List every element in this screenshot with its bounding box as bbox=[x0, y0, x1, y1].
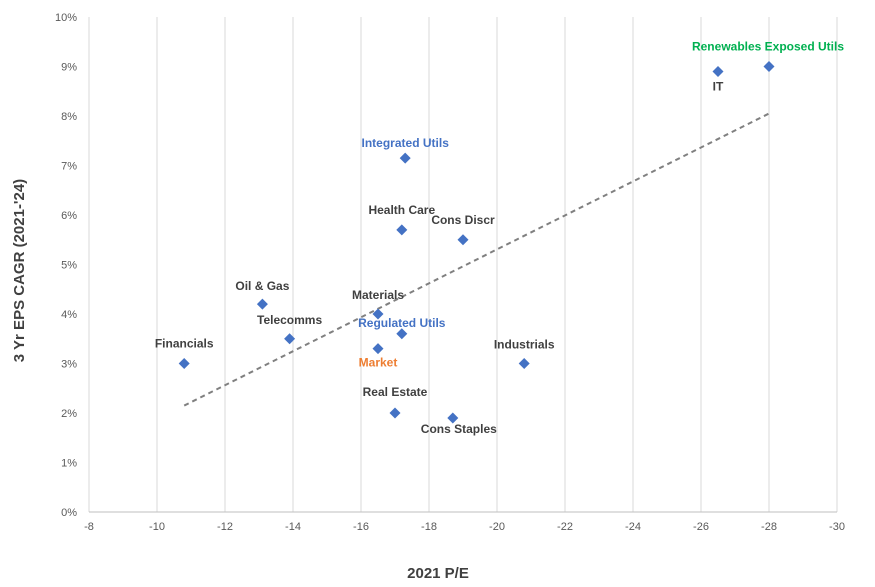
point-label: Cons Discr bbox=[431, 213, 495, 227]
x-tick-label: -12 bbox=[217, 521, 233, 533]
point-label: Financials bbox=[155, 337, 214, 351]
x-tick-label: -28 bbox=[761, 521, 777, 533]
point-marker bbox=[763, 61, 775, 72]
x-tick-label: -26 bbox=[693, 521, 709, 533]
x-axis-title: 2021 P/E bbox=[407, 565, 469, 582]
point-marker bbox=[396, 224, 408, 236]
y-tick-label: 5% bbox=[61, 260, 77, 272]
point-label: Materials bbox=[352, 288, 404, 302]
y-tick-label: 4% bbox=[61, 309, 77, 321]
point-label: Cons Staples bbox=[421, 422, 497, 436]
point-label: Regulated Utils bbox=[358, 316, 446, 330]
point-label: Market bbox=[359, 356, 398, 370]
x-tick-label: -22 bbox=[557, 521, 573, 533]
point-label: Health Care bbox=[368, 203, 435, 217]
point-marker bbox=[256, 298, 268, 310]
point-marker bbox=[518, 358, 530, 369]
x-tick-label: -10 bbox=[149, 521, 165, 533]
y-tick-label: 8% bbox=[61, 111, 77, 123]
x-tick-label: -14 bbox=[285, 521, 301, 533]
vertical-gridlines bbox=[88, 17, 838, 512]
trendline bbox=[183, 112, 770, 407]
y-tick-label: 7% bbox=[61, 161, 77, 173]
point-marker bbox=[372, 343, 384, 355]
x-tick-label: -8 bbox=[84, 521, 94, 533]
point-labels: Financials Oil & Gas Telecomms Materials Mar… bbox=[155, 40, 844, 436]
x-tick-label: -20 bbox=[489, 521, 505, 533]
y-tick-label: 6% bbox=[61, 210, 77, 222]
point-label: Oil & Gas bbox=[235, 279, 289, 293]
point-marker bbox=[284, 333, 296, 345]
x-tick-labels: -8 -10 -12 -14 -16 -18 -20 -22 -24 -26 -28 -30 bbox=[84, 521, 845, 533]
point-marker bbox=[372, 308, 384, 320]
point-label: Real Estate bbox=[363, 385, 428, 399]
point-marker bbox=[178, 358, 190, 369]
data-points bbox=[178, 61, 775, 424]
y-tick-label: 3% bbox=[61, 359, 77, 371]
point-marker bbox=[457, 234, 469, 246]
point-label: Renewables Exposed Utils bbox=[692, 40, 844, 54]
y-tick-label: 2% bbox=[61, 408, 77, 420]
y-tick-label: 1% bbox=[61, 458, 77, 470]
point-label: Telecomms bbox=[257, 313, 322, 327]
x-tick-label: -18 bbox=[421, 521, 437, 533]
point-label: Integrated Utils bbox=[362, 136, 450, 150]
y-axis-title: 3 Yr EPS CAGR (2021-'24) bbox=[11, 179, 28, 362]
x-tick-label: -16 bbox=[353, 521, 369, 533]
x-tick-label: -24 bbox=[625, 521, 641, 533]
x-tick-label: -30 bbox=[829, 521, 845, 533]
point-marker bbox=[389, 407, 401, 419]
point-marker bbox=[447, 412, 459, 424]
point-label: IT bbox=[713, 79, 724, 93]
y-tick-label: 9% bbox=[61, 62, 77, 74]
y-tick-labels: 0% 1% 2% 3% 4% 5% 6% 7% 8% 9% 10% bbox=[55, 12, 77, 519]
point-label: Industrials bbox=[494, 338, 555, 352]
y-tick-label: 10% bbox=[55, 12, 77, 24]
point-marker bbox=[396, 328, 408, 340]
y-tick-label: 0% bbox=[61, 507, 77, 519]
point-marker bbox=[399, 152, 411, 164]
point-marker bbox=[712, 65, 724, 77]
